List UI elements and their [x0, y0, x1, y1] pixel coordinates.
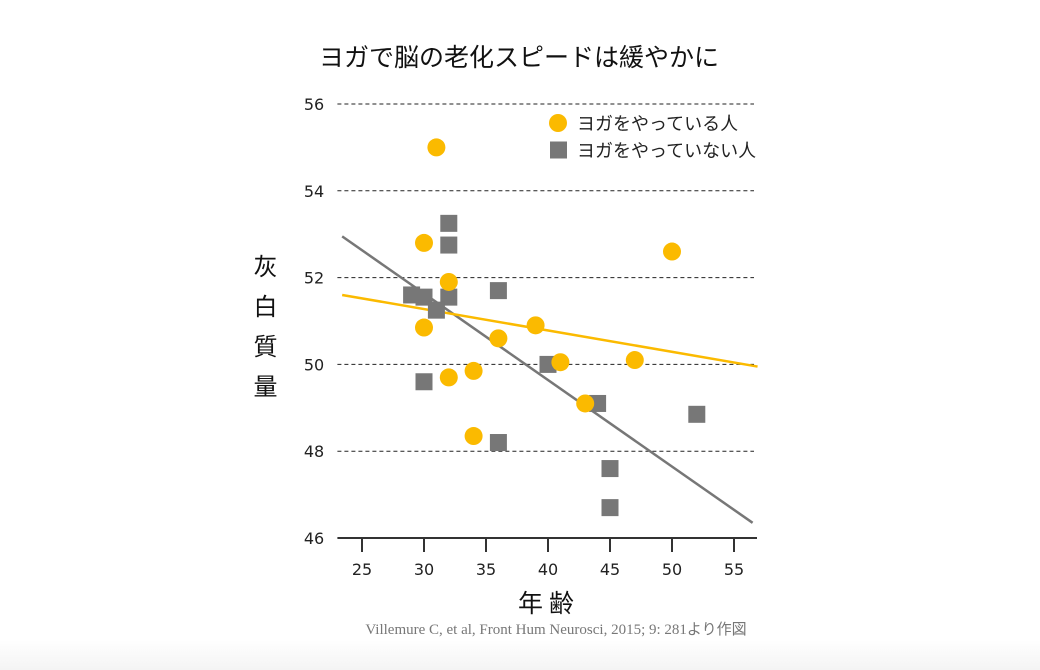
x-tick-label: 50: [662, 560, 682, 579]
data-point-square: [688, 405, 706, 423]
x-tick-label: 30: [414, 560, 434, 579]
source-citation: Villemure C, et al, Front Hum Neurosci, …: [365, 621, 746, 638]
data-point-circle: [415, 233, 433, 252]
y-tick-label: 46: [304, 529, 324, 548]
data-point-square: [440, 288, 458, 306]
data-point-circle: [663, 242, 681, 261]
data-point-circle: [551, 353, 570, 372]
data-point-square: [489, 434, 507, 452]
data-point-circle: [625, 351, 644, 370]
data-point-square: [440, 236, 458, 254]
data-point-square: [440, 214, 458, 232]
bottom-band: [0, 640, 1040, 670]
x-tick-label: 45: [600, 560, 620, 579]
data-point-square: [415, 373, 433, 391]
y-axis-label: 灰白質量: [249, 254, 277, 414]
data-point-circle: [489, 329, 508, 348]
data-point-square: [601, 499, 619, 517]
x-tick-label: 25: [352, 560, 372, 579]
y-tick-label: 54: [304, 182, 324, 201]
trend-line: [341, 235, 754, 524]
x-axis-label: 年齢: [518, 589, 580, 618]
y-tick-label: 56: [304, 95, 324, 114]
data-point-square: [415, 288, 433, 306]
legend-marker-square: [550, 141, 567, 159]
x-tick-label: 35: [476, 560, 496, 579]
data-point-square: [589, 394, 607, 412]
data-point-circle: [464, 361, 483, 380]
data-point-circle: [526, 316, 545, 335]
data-point-circle: [439, 272, 458, 291]
data-point-square: [489, 282, 507, 300]
data-point-square: [427, 301, 445, 319]
data-point-circle: [576, 394, 595, 413]
y-tick-label: 52: [304, 269, 324, 288]
data-point-circle: [427, 138, 446, 157]
data-point-circle: [415, 318, 433, 337]
legend-label: ヨガをやっていない人: [577, 141, 756, 162]
data-point-square: [601, 460, 619, 478]
x-tick-label: 40: [538, 560, 558, 579]
legend-label: ヨガをやっている人: [577, 114, 738, 135]
y-tick-label: 50: [304, 355, 324, 374]
trend-line: [341, 293, 758, 368]
data-point-circle: [439, 368, 458, 387]
x-tick-label: 55: [724, 560, 744, 579]
legend-marker-circle: [549, 114, 567, 132]
chart-title: ヨガで脳の老化スピードは緩やかに: [319, 43, 719, 72]
data-point-circle: [464, 427, 483, 446]
y-tick-label: 48: [304, 442, 324, 461]
